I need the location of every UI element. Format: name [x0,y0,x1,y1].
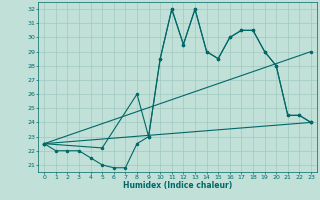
X-axis label: Humidex (Indice chaleur): Humidex (Indice chaleur) [123,181,232,190]
